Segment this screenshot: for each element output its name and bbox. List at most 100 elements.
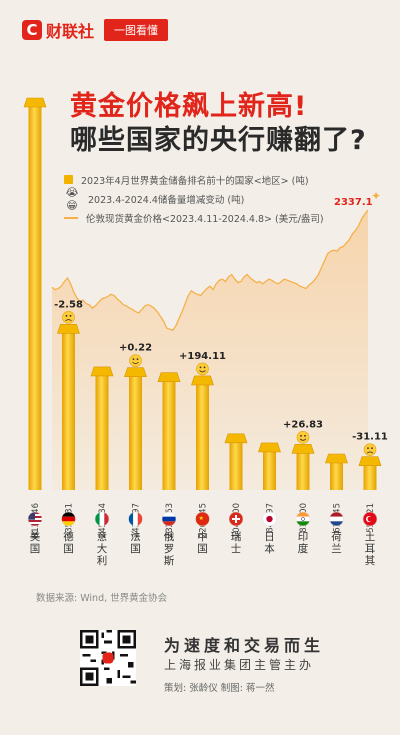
emoji-icon xyxy=(62,311,75,324)
emoji-eye xyxy=(203,366,206,369)
category-label: 利 xyxy=(97,555,108,567)
bar xyxy=(296,451,310,490)
gold-bar-icon xyxy=(157,372,181,383)
category-label: 德 xyxy=(63,530,74,543)
emoji-mouth xyxy=(366,451,374,454)
bar xyxy=(162,379,176,490)
emoji-eye xyxy=(367,447,369,450)
legend: 2023年4月世界黄金储备排名前十的国家<地区> (吨) 😭😁 2023.4-2… xyxy=(64,170,324,227)
category-label: 意 xyxy=(97,530,108,543)
emoji-eye xyxy=(132,358,135,361)
flag-icon-ru xyxy=(161,511,177,527)
category-label: 中 xyxy=(197,530,208,543)
flag-icon-cn: ★ xyxy=(195,511,210,527)
bar xyxy=(263,449,276,490)
legend-item-bars: 2023年4月世界黄金储备排名前十的国家<地区> (吨) xyxy=(64,170,324,189)
gold-bar-icon xyxy=(57,324,80,334)
section-badge: 一图看懂 xyxy=(104,19,169,41)
brand-logo[interactable]: C 财联社 xyxy=(22,18,94,42)
category-label: 罗 xyxy=(164,543,175,555)
title-line-1: 黄金价格飙上新高! xyxy=(70,91,308,122)
category-label: 国 xyxy=(30,543,41,555)
gold-bar-icon xyxy=(325,453,348,464)
category-label: 耳 xyxy=(365,543,376,555)
bar xyxy=(363,463,377,490)
qr-code[interactable] xyxy=(80,630,136,686)
flag-icon-jp xyxy=(262,511,277,527)
bar xyxy=(330,461,343,490)
category-label: 士 xyxy=(231,542,242,555)
bar xyxy=(229,440,243,490)
category-label: 荷 xyxy=(331,531,342,543)
emoji-eye xyxy=(69,314,72,317)
category-label: 大 xyxy=(97,542,108,555)
emoji-icon xyxy=(296,431,310,444)
category-label: 国 xyxy=(130,543,141,555)
change-label: +194.11 xyxy=(179,351,226,362)
legend-item-price: 伦敦现货黄金价格<2023.4.11-2024.4.8> (美元/盎司) xyxy=(64,208,324,227)
change-label: -2.58 xyxy=(54,299,83,310)
svg-text:★: ★ xyxy=(199,515,204,522)
legend-bars-label: 2023年4月世界黄金储备排名前十的国家<地区> (吨) xyxy=(81,175,309,187)
flag-icon-in xyxy=(295,511,311,527)
gold-bar-icon xyxy=(191,375,214,386)
emoji-eye xyxy=(300,434,302,437)
gold-bar-icon xyxy=(291,444,315,454)
emoji-eye xyxy=(371,447,373,450)
header: C 财联社 一图看懂 xyxy=(22,16,169,44)
flag-icon-nl xyxy=(329,511,344,527)
emoji-eye xyxy=(65,314,68,317)
price-peak-label: 2337.1 xyxy=(334,197,373,208)
bar xyxy=(28,105,42,490)
category-label: 美 xyxy=(30,530,41,543)
title-line-2: 哪些国家的央行赚翻了? xyxy=(70,125,367,156)
flag-icon-tr xyxy=(362,511,378,527)
legend-price-label: 伦敦现货黄金价格<2023.4.11-2024.4.8> (美元/盎司) xyxy=(86,213,324,225)
emoji-mouth xyxy=(299,438,307,441)
category-label: 其 xyxy=(365,555,376,567)
category-label: 兰 xyxy=(331,542,342,555)
flag-icon-us xyxy=(27,511,43,527)
price-line xyxy=(51,209,369,332)
gold-bar-icon xyxy=(224,433,248,444)
category-label: 俄 xyxy=(164,531,175,543)
flag-icon-de xyxy=(61,511,76,527)
emoji-icon xyxy=(196,362,209,376)
legend-item-change: 😭😁 2023.4-2024.4储备量增减变动 (吨) xyxy=(64,186,324,212)
emoji-icon xyxy=(363,443,377,456)
emoji-eye xyxy=(136,358,139,361)
category-label: 瑞 xyxy=(231,531,242,543)
flag-icon-it xyxy=(94,511,110,527)
emoji-icon: 😭😁 xyxy=(65,185,79,212)
footer-slogan: 为速度和交易而生 xyxy=(164,636,325,655)
footer-subtitle: 上海报业集团主管主办 xyxy=(164,658,315,672)
logo-mark: C xyxy=(22,20,42,40)
legend-bar-swatch xyxy=(64,175,73,184)
source-note: 数据来源: Wind, 世界黄金协会 xyxy=(36,593,168,604)
category-label: 国 xyxy=(63,543,74,555)
emoji-mouth xyxy=(199,370,206,373)
bar xyxy=(196,382,209,490)
gold-bar-icon xyxy=(258,442,281,453)
category-label: 国 xyxy=(197,543,208,555)
gold-bar-icon xyxy=(23,97,47,108)
change-label: -31.11 xyxy=(352,432,388,443)
gold-bar-icon xyxy=(90,366,114,377)
emoji-eye xyxy=(304,434,306,437)
category-label: 度 xyxy=(298,542,309,555)
logo-text: 财联社 xyxy=(46,22,95,41)
bar xyxy=(95,373,109,490)
gold-bar-icon xyxy=(358,456,382,466)
footer-credits: 策划: 张龄仪 制图: 蒋一然 xyxy=(164,683,275,694)
category-label: 日 xyxy=(264,531,275,543)
category-label: 印 xyxy=(298,531,309,543)
category-label: 法 xyxy=(130,530,141,543)
emoji-eye xyxy=(199,366,202,369)
chart: 2337.1✦8133.46美国3352.31德国-2.582451.84意大利… xyxy=(23,97,388,567)
emoji-icon xyxy=(129,354,142,367)
change-label: +26.83 xyxy=(283,419,323,430)
category-label: 土 xyxy=(365,530,376,543)
category-label: 斯 xyxy=(164,554,175,567)
category-label: 本 xyxy=(264,542,275,555)
bar xyxy=(62,331,75,490)
